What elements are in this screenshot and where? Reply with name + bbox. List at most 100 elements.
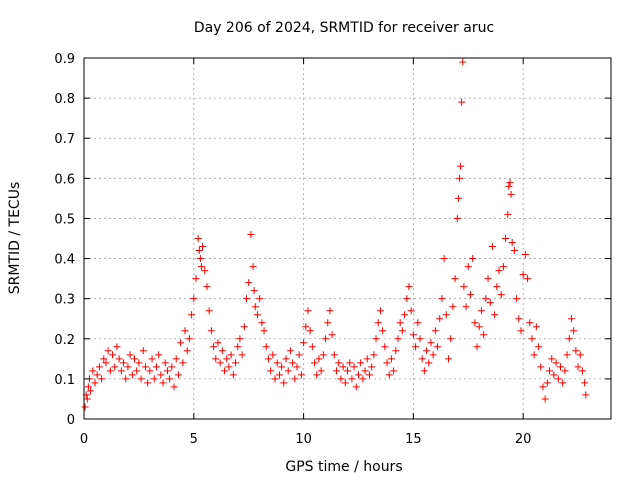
data-point <box>482 295 490 303</box>
data-point <box>133 367 141 375</box>
data-point <box>565 335 573 343</box>
data-point <box>409 331 417 339</box>
data-point <box>559 379 567 387</box>
data-point <box>120 359 128 367</box>
y-tick-label: 0.6 <box>54 172 75 187</box>
data-point <box>563 351 571 359</box>
data-point <box>394 335 402 343</box>
y-axis-label: SRMTID / TECUs <box>7 182 23 295</box>
x-axis-label: GPS time / hours <box>285 459 402 475</box>
data-point <box>576 351 584 359</box>
data-point <box>284 367 292 375</box>
data-point <box>460 283 468 291</box>
data-point <box>491 311 499 319</box>
data-point <box>214 339 222 347</box>
data-point <box>574 363 582 371</box>
data-point <box>89 367 97 375</box>
data-point <box>526 319 534 327</box>
data-point <box>295 351 303 359</box>
data-point <box>346 359 354 367</box>
chart-title: Day 206 of 2024, SRMTID for receiver aru… <box>194 20 494 36</box>
data-point <box>319 351 327 359</box>
data-point <box>506 178 514 186</box>
data-point <box>139 347 147 355</box>
data-point <box>297 371 305 379</box>
data-point <box>324 319 332 327</box>
data-point <box>521 251 529 259</box>
data-point <box>403 295 411 303</box>
data-point <box>322 335 330 343</box>
data-point <box>423 347 431 355</box>
data-point <box>109 351 117 359</box>
data-point <box>212 355 220 363</box>
data-point <box>535 343 543 351</box>
data-point <box>183 347 191 355</box>
x-tick-label: 0 <box>80 432 88 447</box>
data-point <box>256 295 264 303</box>
data-point <box>350 363 358 371</box>
data-point <box>495 267 503 275</box>
data-point <box>245 279 253 287</box>
data-point <box>300 339 308 347</box>
data-point <box>100 355 108 363</box>
data-point <box>418 355 426 363</box>
data-point <box>229 371 237 379</box>
data-point <box>405 283 413 291</box>
data-point <box>401 311 409 319</box>
data-point <box>335 359 343 367</box>
data-point <box>196 255 204 263</box>
data-point <box>166 375 174 383</box>
data-point <box>458 98 466 106</box>
data-point <box>163 367 171 375</box>
data-point <box>502 235 510 242</box>
data-point <box>339 363 347 371</box>
data-point <box>205 307 213 315</box>
data-point <box>376 307 384 315</box>
data-point <box>87 387 95 395</box>
data-point <box>203 283 211 291</box>
data-point <box>179 359 187 367</box>
data-point <box>354 371 362 379</box>
x-tick-label: 10 <box>295 432 312 447</box>
data-point <box>155 351 163 359</box>
data-point <box>218 347 226 355</box>
data-point <box>306 327 314 335</box>
data-point <box>455 174 463 182</box>
x-tick-label: 20 <box>515 432 532 447</box>
y-tick-label: 0.5 <box>54 212 75 227</box>
data-point <box>537 363 545 371</box>
plot-frame <box>83 57 612 420</box>
data-point <box>317 367 325 375</box>
data-point <box>161 359 169 367</box>
data-point <box>484 275 492 283</box>
data-point <box>546 367 554 375</box>
data-point <box>225 363 233 371</box>
data-point <box>436 315 444 323</box>
data-point <box>412 343 420 351</box>
data-point <box>192 275 200 283</box>
data-point <box>199 243 207 251</box>
data-point <box>449 303 457 311</box>
data-point <box>172 355 180 363</box>
data-point <box>269 351 277 359</box>
data-point <box>414 319 422 327</box>
data-point <box>106 367 114 375</box>
data-point <box>170 383 178 391</box>
data-point <box>91 379 99 387</box>
data-point <box>464 263 472 271</box>
data-point <box>128 371 136 379</box>
y-tick-label: 0.7 <box>54 132 75 147</box>
data-point <box>442 311 450 319</box>
data-point <box>84 383 92 391</box>
data-point <box>194 235 202 242</box>
data-point <box>124 363 132 371</box>
data-point <box>267 367 275 375</box>
data-point <box>328 331 336 339</box>
y-axis-ticks: 0 0.1 0.2 0.3 0.4 0.5 0.6 0.7 0.8 0.9 <box>54 52 611 428</box>
data-point <box>381 343 389 351</box>
data-point <box>524 275 532 283</box>
data-point <box>81 403 89 411</box>
data-point <box>379 327 387 335</box>
data-point <box>201 267 209 275</box>
